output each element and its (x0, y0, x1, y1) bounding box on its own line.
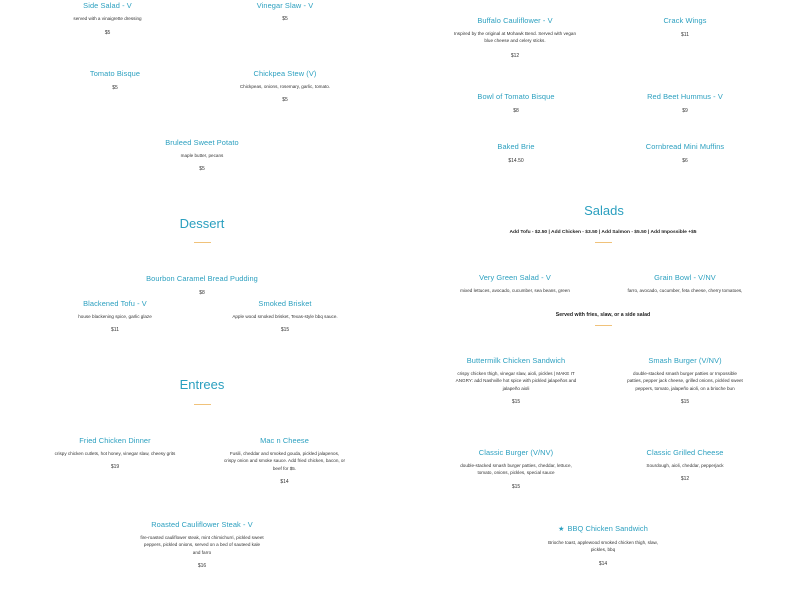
menu-item-bourbon-pudding: Bourbon Caramel Bread Pudding $8 (137, 274, 267, 297)
item-price: $5 (112, 85, 118, 91)
item-price: $9 (682, 108, 688, 114)
item-name: Very Green Salad - V (479, 273, 551, 282)
menu-item-red-beet-hummus: Red Beet Hummus - V $9 (630, 92, 740, 115)
item-name: Grain Bowl - V/NV (654, 273, 716, 282)
menu-item-chickpea-stew: Chickpea Stew (V) Chickpeas, onions, ros… (225, 69, 345, 104)
item-description: Brioche toast, applewood smoked chicken … (548, 540, 658, 553)
item-description: double-stacked smash burger patties, che… (460, 463, 572, 476)
item-name: Bruleed Sweet Potato (165, 138, 239, 147)
menu-item-buffalo-cauliflower: Buffalo Cauliflower - V Inspired by the … (450, 16, 580, 60)
item-price: $19 (110, 464, 120, 471)
item-name: Chickpea Stew (V) (253, 69, 317, 78)
section-title-dessert: Dessert (179, 216, 225, 231)
item-description: farro, avocado, cucumber, feta cheese, c… (627, 288, 743, 293)
item-price: $5 (104, 30, 111, 37)
menu-item-baked-brie: Baked Brie $14.50 (466, 142, 566, 165)
item-description: crispy chicken thigh, vinegar slaw, aiol… (455, 371, 577, 391)
item-name: Fried Chicken Dinner (79, 436, 151, 445)
item-price: $5 (282, 97, 288, 104)
item-name: Red Beet Hummus - V (647, 92, 723, 101)
item-price: $15 (680, 399, 690, 406)
item-name: BBQ Chicken Sandwich (567, 524, 648, 533)
menu-item-smash-burger: Smash Burger (V/NV) double-stacked smash… (620, 356, 750, 406)
menu-item-classic-burger: Classic Burger (V/NV) double-stacked sma… (450, 448, 582, 491)
item-price: $15 (280, 327, 290, 334)
item-name: Roasted Cauliflower Steak - V (151, 520, 253, 529)
section-title-entrees: Entrees (179, 377, 225, 392)
item-description: maple butter, pecans (180, 153, 224, 158)
item-name: Classic Grilled Cheese (646, 448, 724, 457)
item-name: Blackened Tofu - V (83, 299, 147, 308)
item-price: $14.50 (508, 158, 524, 164)
item-description: Inspired by the original at Mohawk Bend.… (453, 31, 577, 44)
item-price: $16 (197, 563, 207, 570)
item-name: Smash Burger (V/NV) (648, 356, 722, 365)
menu-item-mac-n-cheese: Mac n Cheese Fusili, cheddar and smoked … (222, 436, 347, 486)
section-divider (595, 242, 612, 243)
item-description: Chickpeas, onions, rosemary, garlic, tom… (239, 84, 331, 89)
item-name: Bourbon Caramel Bread Pudding (146, 274, 258, 283)
menu-item-roasted-cauliflower-steak: Roasted Cauliflower Steak - V fire-roast… (138, 520, 266, 570)
item-price: $5 (282, 16, 288, 22)
menu-item-blackened-tofu: Blackened Tofu - V house blackening spic… (55, 299, 175, 334)
menu-item-tomato-bisque: Tomato Bisque $5 (55, 69, 175, 92)
item-price: $14 (280, 479, 289, 486)
section-divider (194, 404, 211, 405)
item-description: Sourdough, aioli, cheddar, pepperjack (646, 463, 724, 468)
item-price: $15 (511, 399, 521, 406)
menu-item-side-salad: Side Salad - V served with a vinaigrette… (40, 1, 175, 37)
item-price: $12 (510, 52, 520, 59)
item-price: $8 (199, 290, 205, 296)
item-name: Tomato Bisque (89, 69, 141, 78)
menu-item-cornbread-muffins: Cornbread Mini Muffins $6 (630, 142, 740, 165)
item-name-row: ★ BBQ Chicken Sandwich (535, 524, 671, 535)
menu-item-bbq-chicken-sandwich: ★ BBQ Chicken Sandwich Brioche toast, app… (535, 524, 671, 568)
menu-item-classic-grilled-cheese: Classic Grilled Cheese Sourdough, aioli,… (620, 448, 750, 483)
menu-item-bruleed-sweet-potato: Bruleed Sweet Potato maple butter, pecan… (142, 138, 262, 173)
item-name: Buttermilk Chicken Sandwich (466, 356, 566, 365)
item-price: $14 (598, 560, 608, 567)
item-name: Bowl of Tomato Bisque (477, 92, 555, 101)
item-name: Vinegar Slaw - V (256, 1, 314, 10)
menu-item-bowl-tomato-bisque: Bowl of Tomato Bisque $8 (466, 92, 566, 115)
item-description: house blackening spice, garlic glaze (78, 314, 152, 319)
item-description: double-stacked smash burger patties or I… (627, 371, 743, 391)
menu-item-buttermilk-chicken-sandwich: Buttermilk Chicken Sandwich crispy chick… (450, 356, 582, 406)
menu-item-very-green-salad: Very Green Salad - V mixed lettuces, avo… (450, 273, 580, 294)
item-description: served with a vinaigrette dressing (73, 16, 142, 21)
section-divider (595, 325, 612, 326)
item-price: $8 (513, 108, 519, 114)
item-name: Cornbread Mini Muffins (645, 142, 725, 151)
menu-item-grain-bowl: Grain Bowl - V/NV farro, avocado, cucumb… (620, 273, 750, 294)
item-description: crispy chicken cutlets, hot honey, vineg… (54, 451, 176, 456)
item-description: Fusili, cheddar and smoked gouda, pickle… (223, 451, 346, 471)
menu-item-crack-wings: Crack Wings $11 (630, 16, 740, 39)
item-price: $12 (680, 476, 690, 483)
salads-addons: Add Tofu - $2.50 | Add Chicken - $3.50 |… (509, 230, 697, 235)
menu-item-vinegar-slaw: Vinegar Slaw - V $5 (220, 1, 350, 23)
item-name: Baked Brie (497, 142, 535, 151)
item-price: $11 (111, 327, 119, 334)
item-price: $6 (682, 158, 688, 164)
section-title-salads: Salads (584, 203, 624, 218)
item-price: $15 (511, 483, 521, 490)
section-divider (194, 242, 211, 243)
item-description: Apple wood smoked brisket, Texas-style b… (232, 314, 338, 319)
item-description: fire-roasted cauliflower steak, mint chi… (140, 535, 264, 555)
item-name: Classic Burger (V/NV) (478, 448, 554, 457)
item-name: Crack Wings (663, 16, 707, 25)
item-name: Smoked Brisket (258, 299, 312, 308)
menu-item-fried-chicken-dinner: Fried Chicken Dinner crispy chicken cutl… (50, 436, 180, 471)
item-name: Buffalo Cauliflower - V (477, 16, 553, 25)
menu-item-smoked-brisket: Smoked Brisket Apple wood smoked brisket… (220, 299, 350, 334)
item-price: $11 (681, 32, 689, 38)
item-name: Mac n Cheese (260, 436, 309, 445)
sandwich-note: Served with fries, slaw, or a side salad (555, 312, 651, 318)
item-price: $5 (199, 166, 205, 173)
item-description: mixed lettuces, avocado, cucumber, sea b… (460, 288, 570, 293)
item-name: Side Salad - V (83, 1, 132, 10)
star-icon: ★ (558, 526, 565, 533)
